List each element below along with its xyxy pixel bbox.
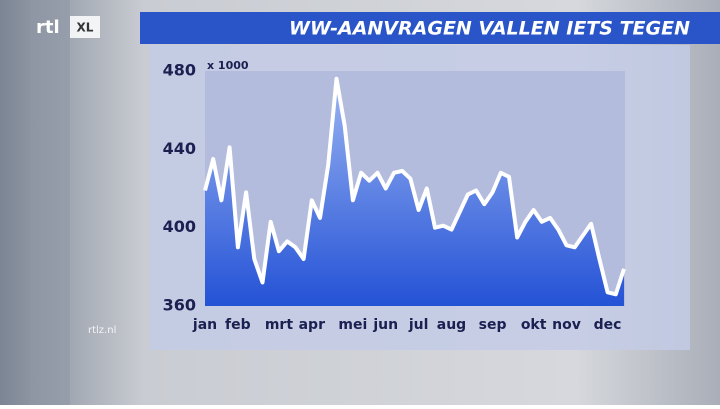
- x-tick-label: feb: [225, 317, 251, 333]
- watermark: rtlz.nl: [88, 325, 116, 336]
- line: [203, 76, 626, 297]
- y-tick-label: 400: [163, 217, 196, 236]
- x-tick-label: jul: [408, 317, 429, 333]
- y-tick-label: 360: [163, 296, 196, 315]
- x-tick-label: jun: [372, 317, 398, 333]
- area: [205, 78, 624, 306]
- x-tick-label: nov: [552, 317, 581, 333]
- y-tick-label: 480: [163, 61, 196, 80]
- unit-label: x 1000: [207, 59, 249, 72]
- x-tick-label: dec: [594, 317, 622, 333]
- x-tick-label: apr: [299, 317, 325, 333]
- logo-box: [70, 16, 100, 38]
- studio-pillar: [30, 0, 70, 405]
- x-tick-label: mrt: [265, 317, 293, 333]
- x-tick-label: aug: [437, 317, 466, 333]
- logo: rtl: [36, 17, 60, 38]
- title-bar: [140, 12, 720, 44]
- y-tick-label: 440: [163, 139, 196, 158]
- x-tick-label: mei: [338, 317, 367, 333]
- x-tick-label: sep: [479, 317, 507, 333]
- logo-suffix: XL: [77, 21, 94, 35]
- chart-title: WW-AANVRAGEN VALLEN IETS TEGEN: [289, 18, 690, 40]
- x-tick-label: jan: [192, 317, 217, 333]
- x-tick-label: okt: [521, 317, 547, 333]
